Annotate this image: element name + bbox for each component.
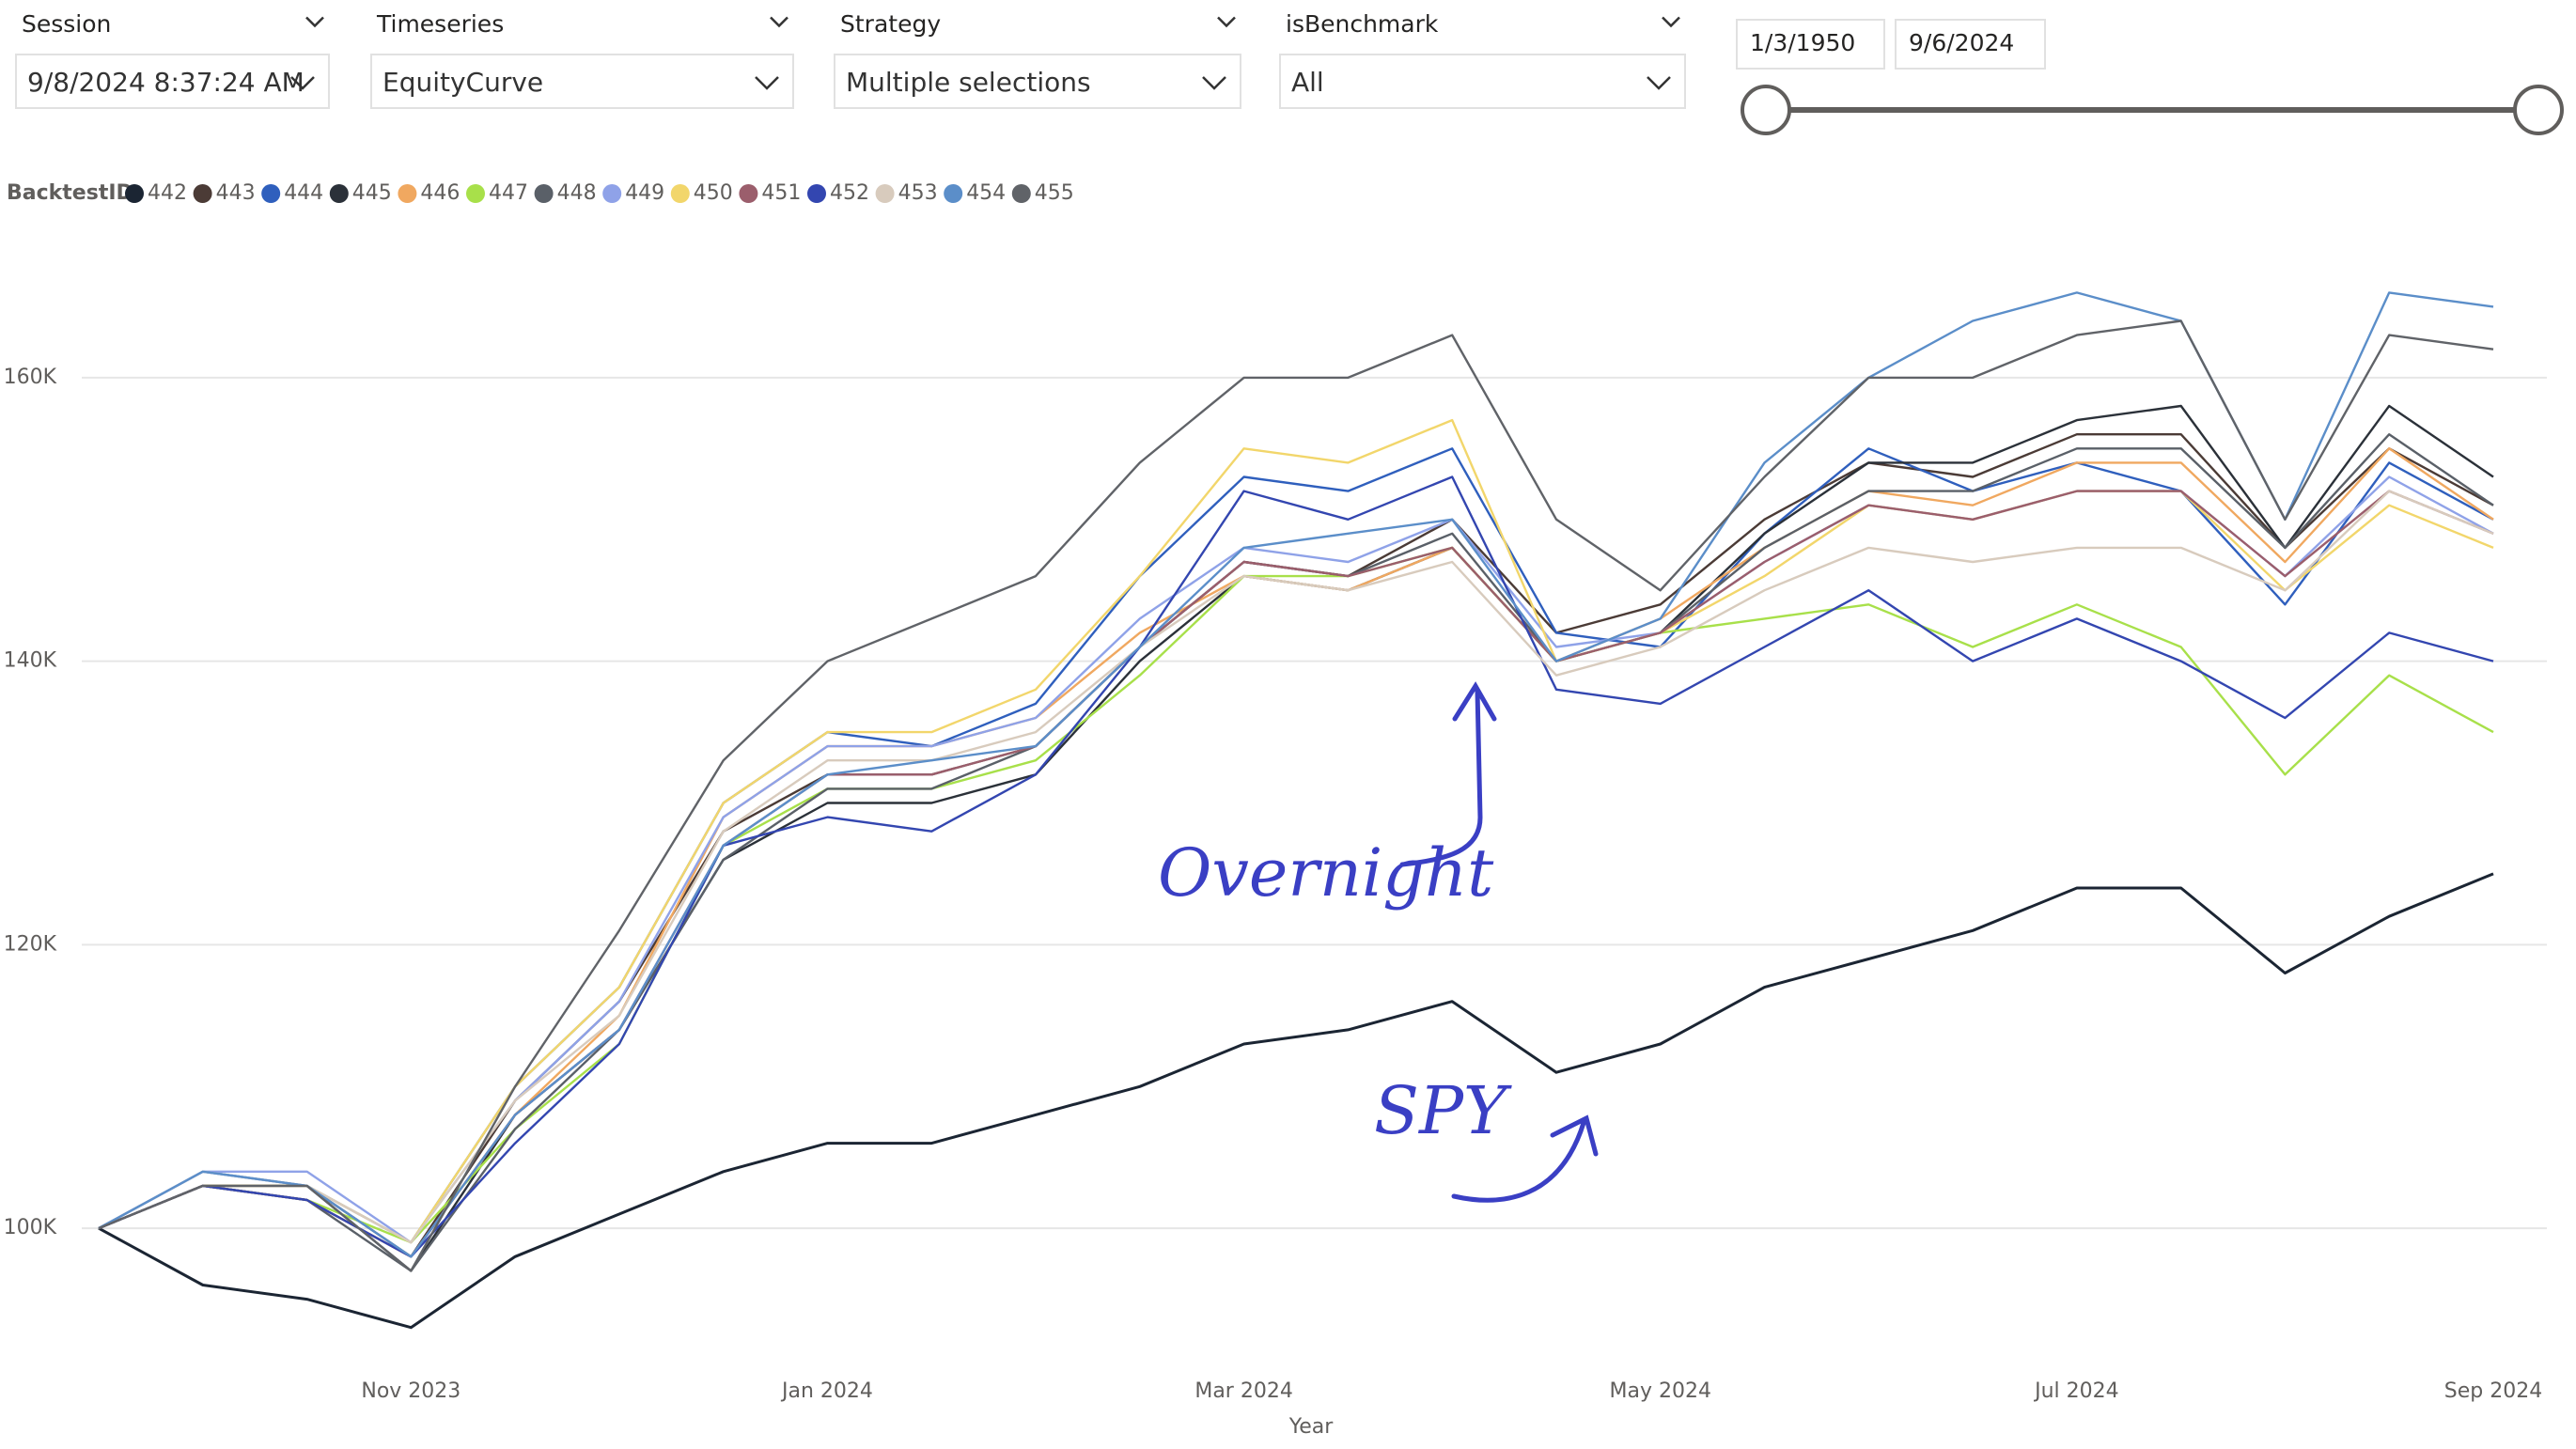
legend-label: 448 xyxy=(557,181,597,205)
legend-label: 453 xyxy=(898,181,938,205)
x-tick-label: Jul 2024 xyxy=(2033,1379,2119,1403)
legend-marker xyxy=(944,184,963,203)
x-tick-label: Sep 2024 xyxy=(2444,1379,2542,1403)
slicer-label: Strategy xyxy=(840,10,941,38)
legend-marker xyxy=(261,184,281,203)
end-date: 9/6/2024 xyxy=(1909,29,2014,56)
legend-label: 444 xyxy=(284,181,323,205)
slicer-dropdown[interactable] xyxy=(1279,54,1686,109)
legend-marker xyxy=(1011,184,1031,203)
x-tick-label: May 2024 xyxy=(1610,1379,1711,1403)
legend-title: BacktestID xyxy=(7,181,133,205)
x-axis-title: Year xyxy=(1288,1415,1335,1439)
legend-label: 451 xyxy=(761,181,801,205)
slider-start-handle[interactable] xyxy=(1741,85,1791,135)
y-tick-label: 100K xyxy=(4,1216,57,1239)
annotation: Overnight xyxy=(1158,834,1494,911)
chevron-icon xyxy=(290,76,315,90)
legend-label: 442 xyxy=(148,181,187,205)
legend-marker xyxy=(193,184,212,203)
y-tick-label: 140K xyxy=(4,649,57,673)
slicer-label: isBenchmark xyxy=(1286,10,1439,38)
slicers: Session 9/8/2024 8:37:24 AM Timeseries Equi… xyxy=(15,10,1686,109)
series-line xyxy=(98,475,2494,1258)
legend-marker xyxy=(398,184,417,203)
legend-label: 445 xyxy=(352,181,392,205)
chevron-icon xyxy=(305,16,324,28)
slider-end-handle[interactable] xyxy=(2513,85,2564,135)
legend-label: 455 xyxy=(1035,181,1074,205)
legend-label: 447 xyxy=(489,181,528,205)
chevron-icon xyxy=(1202,76,1226,90)
slicer-label: Timeseries xyxy=(376,10,504,38)
legend-label: 450 xyxy=(694,181,733,205)
series-line xyxy=(98,546,2494,1244)
legend-label: 446 xyxy=(420,181,460,205)
chevron-icon xyxy=(770,16,788,28)
legend-label: 452 xyxy=(830,181,869,205)
slicer-dropdown[interactable] xyxy=(834,54,1241,109)
ink-annotations: Overnight SPY xyxy=(1158,681,1599,1203)
legend-marker xyxy=(739,184,758,203)
legend-label: 454 xyxy=(966,181,1006,205)
slicer-value: Multiple selections xyxy=(846,67,1091,98)
start-date: 1/3/1950 xyxy=(1750,29,1855,56)
series-line xyxy=(98,872,2494,1330)
slicer-label: Session xyxy=(22,10,111,38)
chevron-icon xyxy=(1647,76,1671,90)
end-date-box[interactable] xyxy=(1895,19,2046,70)
chevron-icon xyxy=(755,76,779,90)
legend-marker xyxy=(329,184,349,203)
legend-label: 443 xyxy=(216,181,256,205)
legend-marker xyxy=(875,184,895,203)
line-chart: 100K 120K 140K 160K Nov 2023 Jan 2024 Mar 2024… xyxy=(4,291,2547,1403)
x-tick-label: Mar 2024 xyxy=(1194,1379,1293,1403)
y-tick-label: 120K xyxy=(4,932,57,956)
x-tick-label: Nov 2023 xyxy=(361,1379,461,1403)
legend-label: 449 xyxy=(625,181,664,205)
legend-marker xyxy=(807,184,826,203)
chevron-icon xyxy=(1217,16,1236,28)
legend-marker xyxy=(602,184,622,203)
y-tick-label: 160K xyxy=(4,366,57,389)
legend-marker xyxy=(466,184,485,203)
legend-marker xyxy=(125,184,144,203)
annotation-arrow xyxy=(1451,1114,1599,1203)
slicer-value: All xyxy=(1291,67,1324,98)
slicer-value: 9/8/2024 8:37:24 AM xyxy=(27,67,304,98)
annotation-arrow xyxy=(1399,681,1497,867)
legend-marker xyxy=(534,184,554,203)
legend: BacktestID 442 443 444 445 446 447 448 449 450 45… xyxy=(7,181,1074,205)
start-date-box[interactable] xyxy=(1736,19,1885,70)
date-slicer: 1/3/1950 9/6/2024 xyxy=(1736,19,2564,135)
series-line xyxy=(98,490,2494,1244)
series-line xyxy=(98,319,2494,1272)
x-tick-label: Jan 2024 xyxy=(780,1379,873,1403)
series-line xyxy=(98,291,2494,1258)
legend-marker xyxy=(670,184,690,203)
chevron-icon xyxy=(1662,16,1680,28)
annotation: SPY xyxy=(1374,1072,1512,1149)
slicer-dropdown[interactable] xyxy=(15,54,330,109)
slicer-dropdown[interactable] xyxy=(370,54,794,109)
series-line xyxy=(98,418,2494,1244)
slicer-value: EquityCurve xyxy=(382,67,543,98)
